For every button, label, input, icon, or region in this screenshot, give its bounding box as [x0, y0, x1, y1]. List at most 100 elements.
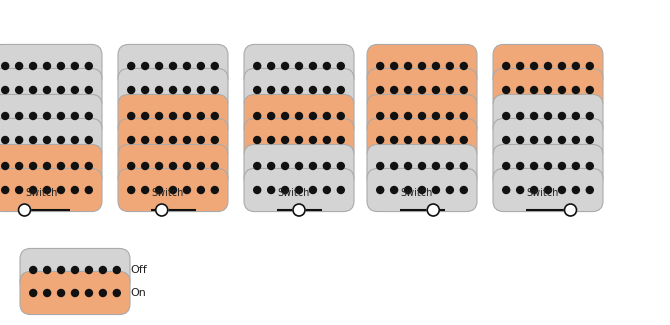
Circle shape — [85, 162, 92, 170]
Circle shape — [427, 204, 440, 216]
Circle shape — [254, 136, 261, 144]
Circle shape — [44, 266, 51, 274]
Circle shape — [310, 187, 316, 193]
Circle shape — [211, 136, 218, 144]
FancyBboxPatch shape — [20, 248, 130, 292]
Circle shape — [446, 112, 454, 120]
Circle shape — [419, 62, 425, 70]
Circle shape — [198, 162, 204, 170]
Circle shape — [155, 187, 163, 193]
Circle shape — [419, 86, 425, 94]
Circle shape — [267, 136, 275, 144]
Circle shape — [72, 266, 78, 274]
Circle shape — [170, 136, 176, 144]
FancyBboxPatch shape — [493, 118, 603, 162]
FancyBboxPatch shape — [367, 69, 477, 111]
Circle shape — [572, 136, 580, 144]
Circle shape — [432, 112, 440, 120]
Circle shape — [517, 112, 524, 120]
Circle shape — [155, 62, 163, 70]
FancyBboxPatch shape — [367, 95, 477, 137]
Circle shape — [460, 112, 467, 120]
Circle shape — [170, 112, 176, 120]
Circle shape — [586, 112, 594, 120]
Circle shape — [72, 136, 78, 144]
Circle shape — [2, 187, 9, 193]
FancyBboxPatch shape — [244, 118, 354, 162]
Circle shape — [391, 136, 397, 144]
Circle shape — [295, 162, 302, 170]
Circle shape — [72, 162, 78, 170]
Circle shape — [502, 187, 510, 193]
Circle shape — [281, 136, 289, 144]
Circle shape — [517, 162, 524, 170]
FancyBboxPatch shape — [118, 118, 228, 162]
FancyBboxPatch shape — [20, 271, 130, 315]
Circle shape — [72, 86, 78, 94]
Circle shape — [86, 290, 92, 296]
Circle shape — [15, 136, 23, 144]
Circle shape — [377, 62, 384, 70]
FancyBboxPatch shape — [244, 168, 354, 212]
Circle shape — [198, 136, 204, 144]
Circle shape — [141, 86, 149, 94]
Circle shape — [405, 162, 411, 170]
Circle shape — [184, 112, 190, 120]
Circle shape — [558, 62, 565, 70]
Circle shape — [15, 62, 23, 70]
Circle shape — [211, 112, 218, 120]
Circle shape — [531, 86, 537, 94]
FancyBboxPatch shape — [0, 118, 102, 162]
Circle shape — [310, 162, 316, 170]
Circle shape — [211, 162, 218, 170]
FancyBboxPatch shape — [118, 168, 228, 212]
Circle shape — [29, 62, 37, 70]
Circle shape — [44, 290, 51, 296]
FancyBboxPatch shape — [367, 144, 477, 188]
Circle shape — [377, 187, 384, 193]
Circle shape — [184, 62, 190, 70]
Circle shape — [44, 187, 50, 193]
Circle shape — [113, 290, 121, 296]
Circle shape — [531, 62, 537, 70]
Circle shape — [29, 266, 37, 274]
Circle shape — [586, 162, 594, 170]
Circle shape — [295, 86, 302, 94]
Circle shape — [545, 86, 551, 94]
Circle shape — [184, 86, 190, 94]
Circle shape — [211, 62, 218, 70]
Circle shape — [572, 112, 580, 120]
Circle shape — [254, 187, 261, 193]
Circle shape — [377, 112, 384, 120]
Text: Switch: Switch — [25, 188, 58, 198]
Text: Off: Off — [130, 265, 147, 275]
Circle shape — [391, 162, 397, 170]
FancyBboxPatch shape — [493, 168, 603, 212]
FancyBboxPatch shape — [367, 168, 477, 212]
Circle shape — [405, 187, 411, 193]
Circle shape — [572, 187, 580, 193]
Circle shape — [337, 112, 344, 120]
Circle shape — [517, 187, 524, 193]
Text: On: On — [130, 288, 146, 298]
Circle shape — [531, 136, 537, 144]
Circle shape — [310, 136, 316, 144]
FancyBboxPatch shape — [0, 69, 102, 111]
Circle shape — [446, 62, 454, 70]
Circle shape — [128, 187, 135, 193]
FancyBboxPatch shape — [493, 45, 603, 87]
Circle shape — [572, 162, 580, 170]
Circle shape — [405, 62, 411, 70]
Text: Switch: Switch — [151, 188, 184, 198]
Circle shape — [517, 86, 524, 94]
Circle shape — [128, 86, 135, 94]
FancyBboxPatch shape — [244, 95, 354, 137]
Circle shape — [531, 162, 537, 170]
Circle shape — [15, 112, 23, 120]
Circle shape — [446, 187, 454, 193]
Circle shape — [460, 162, 467, 170]
Circle shape — [377, 86, 384, 94]
Circle shape — [29, 187, 37, 193]
Circle shape — [155, 136, 163, 144]
Circle shape — [419, 187, 425, 193]
